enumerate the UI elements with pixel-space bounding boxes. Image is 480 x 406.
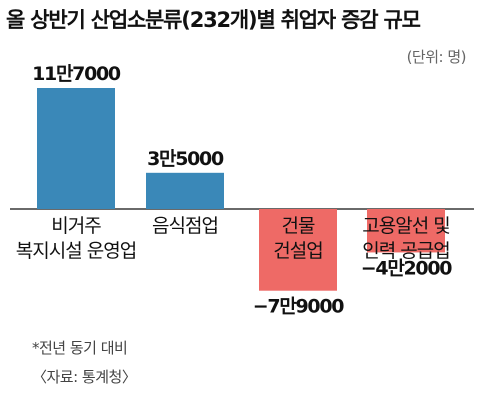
chart-title: 올 상반기 산업소분류(232개)별 취업자 증감 규모 — [6, 8, 421, 32]
category-label-1-line-1: 비거주 — [51, 215, 101, 237]
source-note: 〈자료: 통계청〉 — [32, 368, 137, 386]
unit-label: (단위: 명) — [406, 48, 467, 66]
bar-2 — [146, 172, 224, 209]
value-label-4: −4만2000 — [361, 257, 452, 279]
category-label-1-line-2: 복지시설 운영업 — [16, 240, 136, 262]
category-label-2-line-1: 음식점업 — [152, 215, 218, 237]
category-label-4-line-2: 인력 공급업 — [362, 240, 449, 262]
bar-4 — [367, 209, 445, 253]
value-label-1: 11만7000 — [32, 63, 121, 85]
category-label-3-line-1: 건물 — [282, 215, 315, 237]
bar-1 — [37, 88, 115, 209]
category-label-3-line-2: 건설업 — [273, 240, 322, 262]
bar-3 — [259, 209, 337, 291]
category-label-4-line-1: 고용알선 및 — [362, 215, 450, 237]
value-label-2: 3만5000 — [147, 148, 224, 170]
value-label-3: −7만9000 — [253, 296, 344, 318]
footnote: *전년 동기 대비 — [32, 339, 128, 357]
